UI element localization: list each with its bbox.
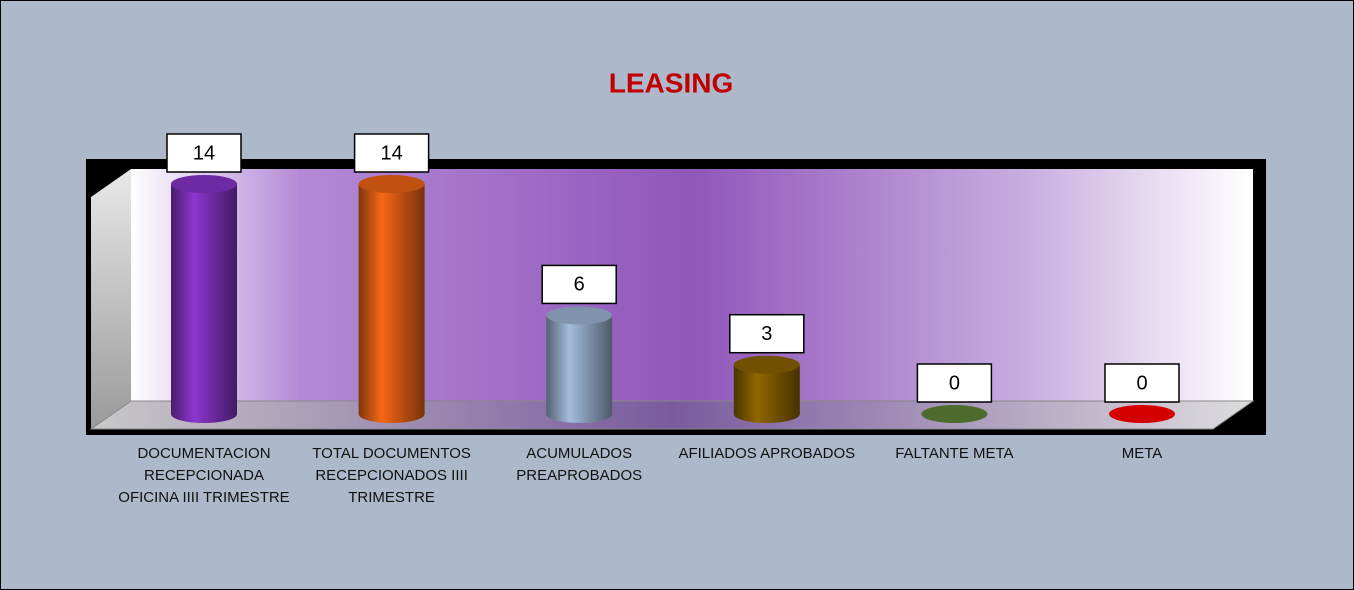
bar-top — [546, 306, 613, 325]
data-label: 0 — [949, 372, 960, 394]
label-box — [1104, 363, 1180, 403]
data-label: 14 — [193, 142, 215, 164]
bar-top — [733, 355, 800, 374]
label-box — [166, 133, 242, 173]
bar — [546, 306, 613, 423]
bar-top — [1109, 405, 1175, 423]
x-tick-label: FALTANTE META — [895, 445, 1014, 462]
x-tick-label: TOTAL DOCUMENTOS RECEPCIONADOS IIII TRIM… — [312, 445, 471, 506]
x-tick-label: DOCUMENTACION RECEPCIONADA OFICINA IIII … — [118, 445, 290, 506]
bar — [921, 405, 988, 423]
data-label: 6 — [574, 274, 585, 296]
bar-top — [358, 175, 425, 193]
bar-top — [921, 405, 988, 423]
bar — [171, 175, 237, 423]
label-box — [729, 313, 805, 354]
bar — [733, 355, 800, 423]
data-label: 3 — [761, 323, 772, 345]
bar-top — [171, 175, 237, 193]
label-box — [353, 133, 430, 173]
x-tick-label: META — [1121, 445, 1163, 462]
x-tick-label: ACUMULADOS PREAPROBADOS — [516, 445, 643, 484]
floor — [89, 400, 1255, 430]
bar-body — [546, 315, 613, 423]
side-wall — [91, 169, 131, 429]
bar-body — [171, 184, 237, 423]
data-label: 0 — [1136, 372, 1147, 394]
chart-title: LEASING — [609, 67, 733, 98]
label-box — [916, 363, 993, 403]
bar — [1109, 405, 1175, 423]
bar — [358, 175, 425, 423]
bar-body — [733, 364, 800, 423]
bar-body — [358, 184, 425, 423]
back-wall — [131, 169, 1253, 401]
data-label: 14 — [380, 142, 402, 164]
x-tick-label: AFILIADOS APROBADOS — [678, 445, 856, 462]
label-box — [541, 264, 617, 305]
